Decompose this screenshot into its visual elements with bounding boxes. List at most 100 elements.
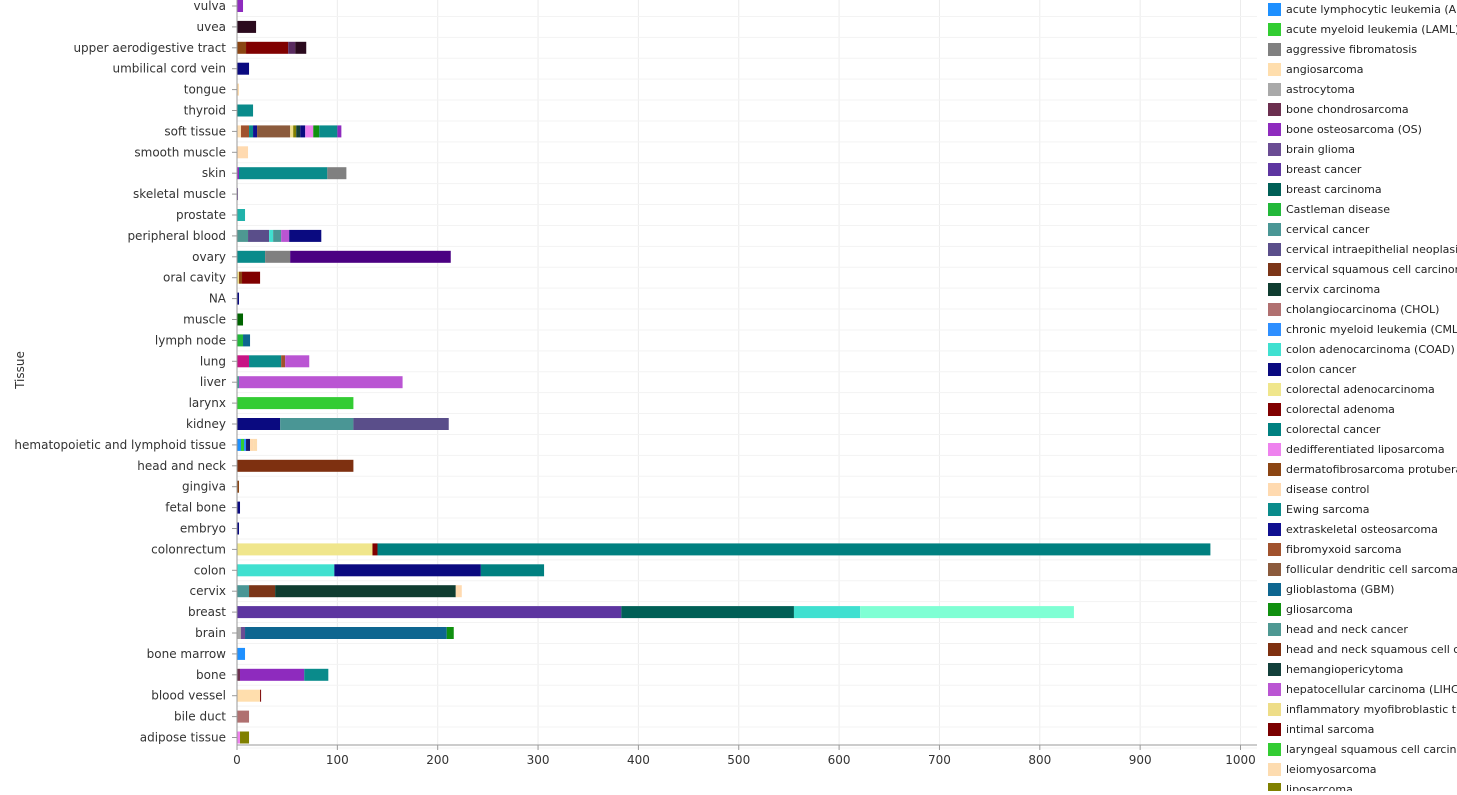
x-tick-label: 300 [527, 753, 550, 767]
bar-segment [296, 125, 301, 138]
bar-segment [237, 501, 241, 514]
legend-label: brain glioma [1286, 143, 1355, 156]
y-tick-label: lymph node [155, 333, 226, 347]
legend-swatch [1268, 763, 1281, 776]
bar-segment [239, 376, 403, 389]
bar-segment [257, 125, 291, 138]
y-tick-label: kidney [186, 417, 226, 431]
y-tick-label: oral cavity [163, 271, 226, 285]
legend-swatch [1268, 523, 1281, 536]
x-tick-label: 1000 [1225, 753, 1256, 767]
bar-segment [237, 62, 250, 75]
legend-label: cervical squamous cell carcinoma (C [1286, 263, 1457, 276]
legend-label: cholangiocarcinoma (CHOL) [1286, 303, 1439, 316]
bar-segment [237, 334, 244, 347]
bar-segment [377, 543, 1211, 556]
bar-segment [237, 585, 250, 598]
bar-segment [273, 229, 282, 242]
bar-segment [288, 41, 296, 54]
legend-label: dedifferentiated liposarcoma [1286, 443, 1445, 456]
bar-segment [353, 418, 449, 430]
x-tick-label: 200 [426, 753, 449, 767]
legend-label: colorectal adenoma [1286, 403, 1395, 416]
bar-segment [327, 167, 347, 180]
legend-swatch [1268, 383, 1281, 396]
x-tick-label: 600 [828, 753, 851, 767]
y-tick-label: gingiva [182, 480, 226, 494]
legend-label: astrocytoma [1286, 83, 1355, 96]
bar-segment [621, 606, 794, 619]
bar-segment [237, 606, 622, 619]
legend-label: inflammatory myofibroblastic tumor [1286, 703, 1457, 716]
y-tick-label: embryo [180, 522, 226, 536]
bar-segment [281, 355, 286, 368]
bar-segment [237, 710, 250, 723]
bar-segment [265, 250, 291, 263]
bar-segment [249, 355, 282, 368]
legend-swatch [1268, 43, 1281, 56]
legend-swatch [1268, 3, 1281, 16]
legend-label: chronic myeloid leukemia (CML) [1286, 323, 1457, 336]
bar-segment [237, 0, 244, 12]
x-tick-label: 0 [233, 753, 241, 767]
bar-segment [334, 564, 481, 577]
y-tick-label: larynx [189, 396, 226, 410]
bar-segment [239, 271, 243, 284]
y-tick-label: cervix [190, 584, 226, 598]
bar-segment [237, 689, 261, 702]
legend-swatch [1268, 723, 1281, 736]
legend-label: acute lymphocytic leukemia (ALL) [1286, 3, 1457, 16]
legend-swatch [1268, 663, 1281, 676]
legend-swatch [1268, 243, 1281, 256]
legend-swatch [1268, 483, 1281, 496]
legend-swatch [1268, 563, 1281, 576]
legend-swatch [1268, 23, 1281, 36]
legend-swatch [1268, 603, 1281, 616]
y-tick-label: muscle [183, 313, 226, 327]
legend-label: extraskeletal osteosarcoma [1286, 523, 1438, 536]
y-tick-label: adipose tissue [140, 731, 226, 745]
legend-label: head and neck cancer [1286, 623, 1408, 636]
y-tick-label: NA [209, 292, 227, 306]
legend-swatch [1268, 263, 1281, 276]
legend-label: colon cancer [1286, 363, 1357, 376]
x-tick-label: 500 [727, 753, 750, 767]
legend-label: gliosarcoma [1286, 603, 1353, 616]
bar-segment [237, 250, 266, 263]
legend-swatch [1268, 143, 1281, 156]
x-tick-label: 100 [326, 753, 349, 767]
legend-swatch [1268, 123, 1281, 136]
bar-segment [237, 20, 257, 33]
y-tick-label: skeletal muscle [133, 187, 226, 201]
y-tick-label: bone marrow [147, 647, 227, 661]
legend-swatch [1268, 423, 1281, 436]
bar-segment [249, 125, 254, 138]
y-tick-label: breast [188, 605, 226, 619]
legend-swatch [1268, 203, 1281, 216]
bar-segment [480, 564, 545, 577]
bar-segment [237, 104, 254, 117]
x-tick-label: 400 [627, 753, 650, 767]
legend-swatch [1268, 303, 1281, 316]
legend-label: liposarcoma [1286, 783, 1353, 791]
bar-segment [242, 271, 261, 284]
legend: acute lymphocytic leukemia (ALL) acute my… [1268, 3, 1457, 795]
bar-segment [237, 146, 249, 159]
legend-label: colon adenocarcinoma (COAD) [1286, 343, 1455, 356]
bar-segment [237, 397, 354, 410]
bar-segment [237, 271, 240, 284]
bar-segment [240, 668, 305, 681]
bar-segment [237, 209, 246, 221]
bar-segment [237, 188, 239, 201]
bar-segment [237, 731, 241, 744]
y-tick-label: ovary [192, 250, 226, 264]
bar-segment [237, 83, 240, 96]
bar-segment [280, 418, 354, 430]
bar-segment [289, 229, 322, 242]
bar-segment [281, 229, 290, 242]
y-tick-label: colon [194, 563, 226, 577]
y-tick-label: upper aerodigestive tract [73, 41, 226, 55]
legend-label: cervical cancer [1286, 223, 1370, 236]
legend-swatch [1268, 283, 1281, 296]
